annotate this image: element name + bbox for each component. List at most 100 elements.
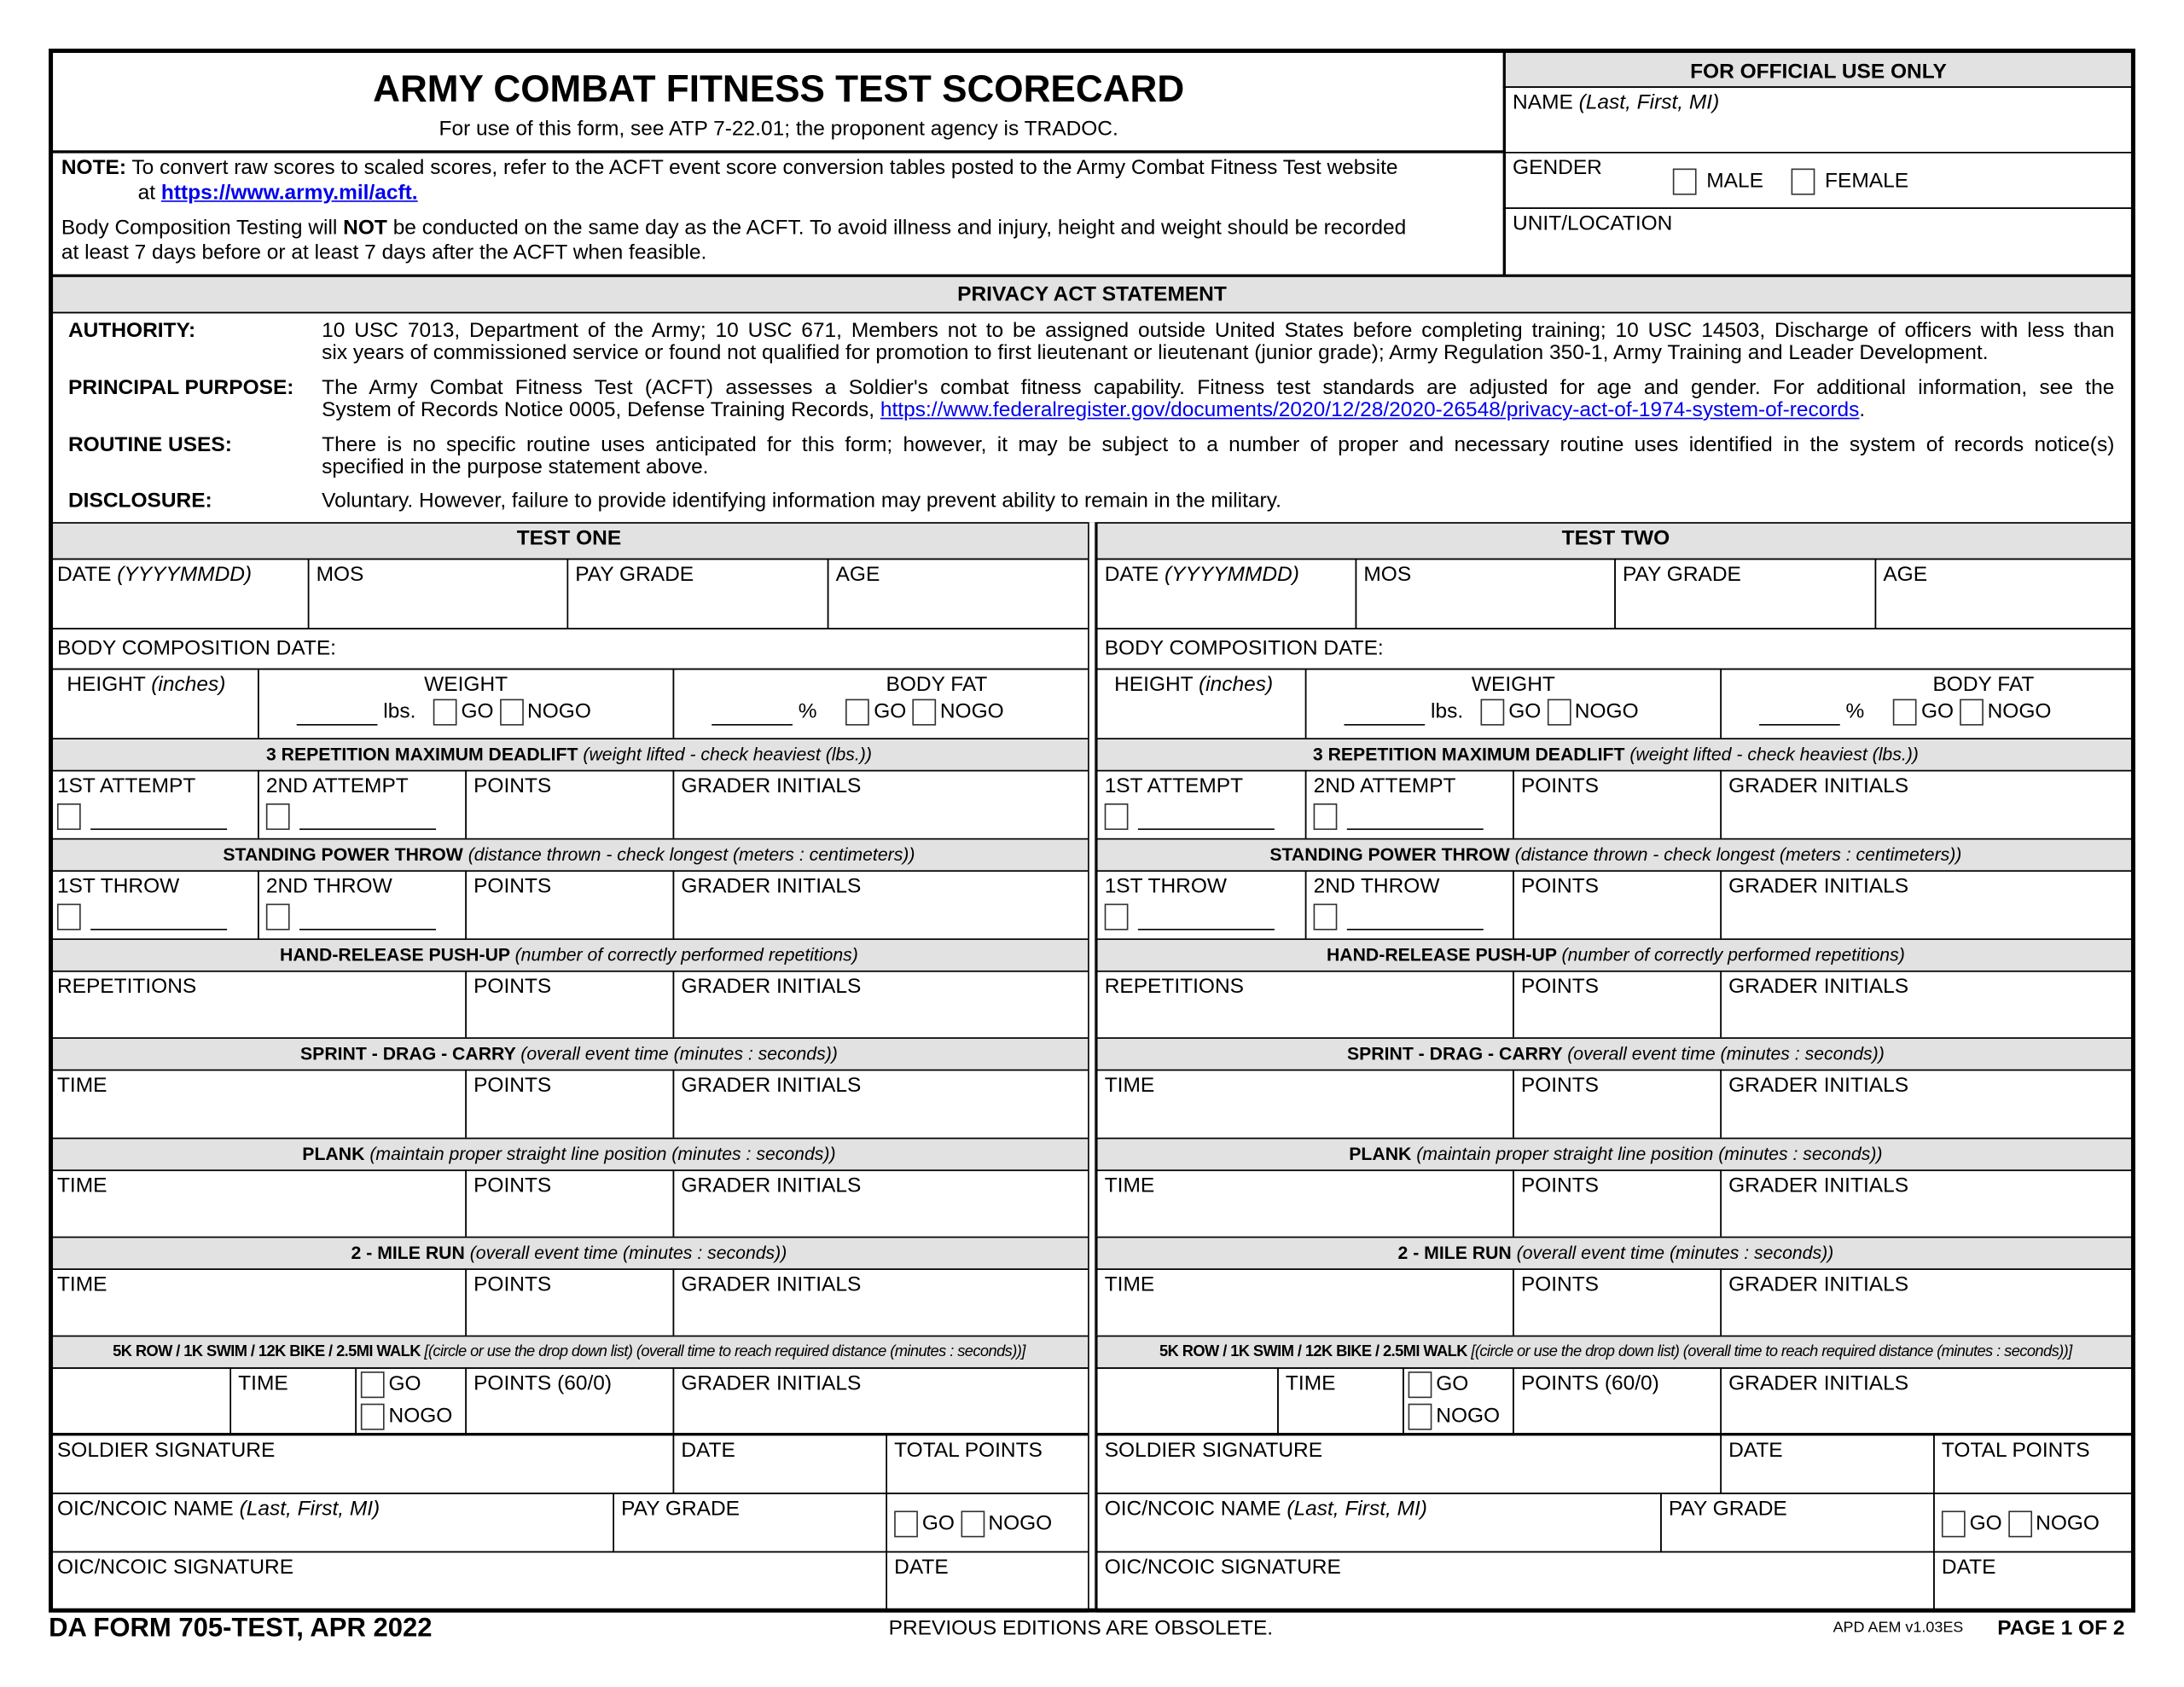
run-time-field[interactable]: TIME <box>49 1268 467 1337</box>
deadlift-attempt-1-checkbox[interactable] <box>56 803 81 831</box>
weight-input[interactable] <box>296 704 378 726</box>
date-field[interactable]: DATE (YYYYMMDD) <box>49 558 310 629</box>
oic-pay-grade-field[interactable]: PAY GRADE <box>1660 1493 1935 1553</box>
deadlift-attempt-grader-initials-field[interactable]: GRADER INITIALS <box>672 769 1089 840</box>
soldier-signature-field[interactable]: SOLDIER SIGNATURE <box>1095 1432 1722 1494</box>
plank-time-points-field[interactable]: POINTS <box>465 1169 675 1238</box>
alt-points-field[interactable]: POINTS (60/0) <box>1513 1367 1722 1436</box>
deadlift-attempt-1-checkbox[interactable] <box>1104 803 1129 831</box>
body-fat-nogo-checkbox[interactable] <box>912 699 936 726</box>
height-field[interactable]: HEIGHT (inches) <box>1095 668 1307 739</box>
oic-signature-field[interactable]: OIC/NCOIC SIGNATURE <box>49 1551 887 1613</box>
female-checkbox[interactable] <box>1791 168 1815 195</box>
total-points-field[interactable]: TOTAL POINTS <box>1933 1432 2135 1494</box>
alt-points-field[interactable]: POINTS (60/0) <box>465 1367 675 1436</box>
alt-time-field[interactable]: TIME <box>229 1367 357 1436</box>
unit-location-field[interactable]: UNIT/LOCATION <box>1502 207 2135 277</box>
body-fat-input[interactable] <box>1759 704 1840 726</box>
soldier-date-field[interactable]: DATE <box>672 1432 887 1494</box>
pay-grade-field[interactable]: PAY GRADE <box>566 558 829 629</box>
weight-input[interactable] <box>1344 704 1426 726</box>
oic-name-field[interactable]: OIC/NCOIC NAME (Last, First, MI) <box>49 1493 614 1553</box>
deadlift-attempt-2-input[interactable] <box>299 809 437 831</box>
power-throw-grader-initials-field[interactable]: GRADER INITIALS <box>1720 870 2135 941</box>
alt-event-select[interactable] <box>1095 1367 1279 1436</box>
repetitions-points-field[interactable]: POINTS <box>1513 970 1722 1039</box>
body-fat-input[interactable] <box>712 704 793 726</box>
deadlift-attempt-points-field[interactable]: POINTS <box>465 769 675 840</box>
power-throw-1-input[interactable] <box>90 909 228 930</box>
oic-signature-field[interactable]: OIC/NCOIC SIGNATURE <box>1095 1551 1935 1613</box>
oic-date-field[interactable]: DATE <box>1933 1551 2135 1613</box>
power-throw-2-input[interactable] <box>299 909 437 930</box>
plank-time-grader-initials-field[interactable]: GRADER INITIALS <box>1720 1169 2135 1238</box>
weight-nogo-checkbox[interactable] <box>1547 699 1571 726</box>
age-field[interactable]: AGE <box>1874 558 2135 629</box>
plank-time-field[interactable]: TIME <box>1095 1169 1514 1238</box>
weight-go-checkbox[interactable] <box>1480 699 1505 726</box>
body-fat-nogo-checkbox[interactable] <box>1959 699 1984 726</box>
repetitions-grader-initials-field[interactable]: GRADER INITIALS <box>1720 970 2135 1039</box>
deadlift-attempt-1-input[interactable] <box>1138 809 1275 831</box>
total-points-field[interactable]: TOTAL POINTS <box>886 1432 1089 1494</box>
repetitions-grader-initials-field[interactable]: GRADER INITIALS <box>672 970 1089 1039</box>
federal-register-link[interactable]: https://www.federalregister.gov/document… <box>880 397 1860 422</box>
power-throw-1-input[interactable] <box>1138 909 1275 930</box>
body-fat-go-checkbox[interactable] <box>845 699 870 726</box>
deadlift-attempt-2-input[interactable] <box>1347 809 1484 831</box>
oic-date-field[interactable]: DATE <box>886 1551 1089 1613</box>
power-throw-1-checkbox[interactable] <box>1104 903 1129 930</box>
run-time-points-field[interactable]: POINTS <box>465 1268 675 1337</box>
oic-pay-grade-field[interactable]: PAY GRADE <box>613 1493 887 1553</box>
plank-time-points-field[interactable]: POINTS <box>1513 1169 1722 1238</box>
soldier-signature-field[interactable]: SOLDIER SIGNATURE <box>49 1432 675 1494</box>
pay-grade-field[interactable]: PAY GRADE <box>1614 558 1877 629</box>
sdc-time-grader-initials-field[interactable]: GRADER INITIALS <box>672 1069 1089 1139</box>
total-nogo-checkbox[interactable] <box>2007 1510 2032 1538</box>
sdc-time-field[interactable]: TIME <box>1095 1069 1514 1139</box>
date-field[interactable]: DATE (YYYYMMDD) <box>1095 558 1357 629</box>
alt-grader-initials-field[interactable]: GRADER INITIALS <box>1720 1367 2135 1436</box>
age-field[interactable]: AGE <box>827 558 1089 629</box>
total-go-checkbox[interactable] <box>894 1510 918 1538</box>
plank-time-grader-initials-field[interactable]: GRADER INITIALS <box>672 1169 1089 1238</box>
power-throw-2-checkbox[interactable] <box>1313 903 1338 930</box>
sdc-time-field[interactable]: TIME <box>49 1069 467 1139</box>
repetitions-field[interactable]: REPETITIONS <box>1095 970 1514 1039</box>
alt-time-field[interactable]: TIME <box>1277 1367 1404 1436</box>
sdc-time-grader-initials-field[interactable]: GRADER INITIALS <box>1720 1069 2135 1139</box>
total-nogo-checkbox[interactable] <box>960 1510 985 1538</box>
alt-event-select[interactable] <box>49 1367 232 1436</box>
oic-name-field[interactable]: OIC/NCOIC NAME (Last, First, MI) <box>1095 1493 1662 1553</box>
deadlift-attempt-2-checkbox[interactable] <box>1313 803 1338 831</box>
run-time-points-field[interactable]: POINTS <box>1513 1268 1722 1337</box>
repetitions-field[interactable]: REPETITIONS <box>49 970 467 1039</box>
deadlift-attempt-1-input[interactable] <box>90 809 228 831</box>
body-fat-go-checkbox[interactable] <box>1893 699 1918 726</box>
repetitions-points-field[interactable]: POINTS <box>465 970 675 1039</box>
sdc-time-points-field[interactable]: POINTS <box>465 1069 675 1139</box>
run-time-grader-initials-field[interactable]: GRADER INITIALS <box>1720 1268 2135 1337</box>
body-composition-date-field[interactable]: BODY COMPOSITION DATE: <box>49 628 1089 670</box>
power-throw-grader-initials-field[interactable]: GRADER INITIALS <box>672 870 1089 941</box>
soldier-date-field[interactable]: DATE <box>1720 1432 1935 1494</box>
deadlift-attempt-2-checkbox[interactable] <box>265 803 290 831</box>
power-throw-1-checkbox[interactable] <box>56 903 81 930</box>
acft-link[interactable]: https://www.army.mil/acft. <box>160 181 418 205</box>
power-throw-points-field[interactable]: POINTS <box>1513 870 1722 941</box>
alt-go-checkbox[interactable] <box>360 1371 385 1399</box>
run-time-grader-initials-field[interactable]: GRADER INITIALS <box>672 1268 1089 1337</box>
weight-go-checkbox[interactable] <box>433 699 457 726</box>
power-throw-points-field[interactable]: POINTS <box>465 870 675 941</box>
plank-time-field[interactable]: TIME <box>49 1169 467 1238</box>
alt-grader-initials-field[interactable]: GRADER INITIALS <box>672 1367 1089 1436</box>
name-field[interactable]: NAME (Last, First, MI) <box>1502 86 2135 154</box>
power-throw-2-input[interactable] <box>1347 909 1484 930</box>
alt-nogo-checkbox[interactable] <box>360 1403 385 1430</box>
alt-go-checkbox[interactable] <box>1408 1371 1432 1399</box>
body-composition-date-field[interactable]: BODY COMPOSITION DATE: <box>1095 628 2135 670</box>
height-field[interactable]: HEIGHT (inches) <box>49 668 259 739</box>
male-checkbox[interactable] <box>1672 168 1697 195</box>
deadlift-attempt-grader-initials-field[interactable]: GRADER INITIALS <box>1720 769 2135 840</box>
mos-field[interactable]: MOS <box>307 558 569 629</box>
